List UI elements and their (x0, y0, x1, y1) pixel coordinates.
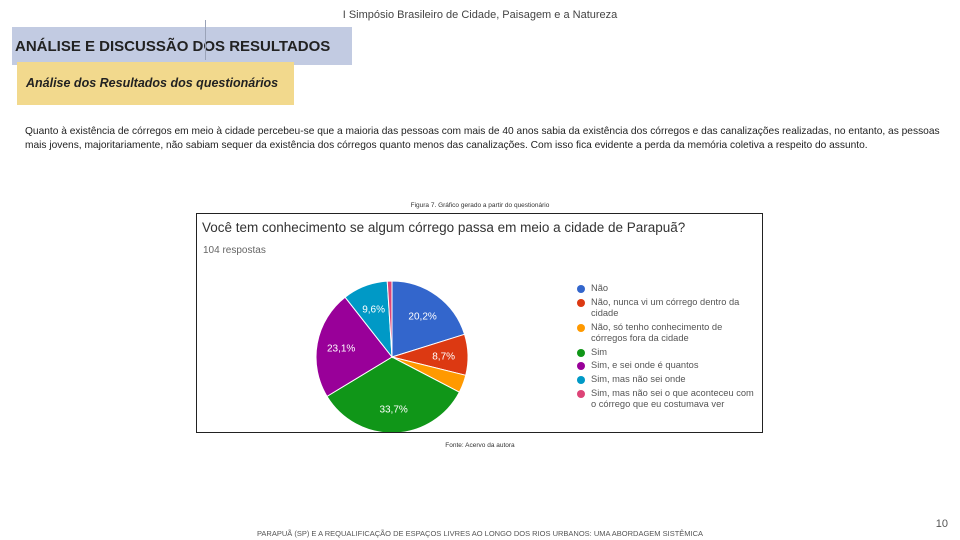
pie-slice (326, 356, 461, 432)
pie-slice (391, 280, 466, 358)
legend-label: Não (591, 283, 609, 293)
event-title: I Simpósio Brasileiro de Cidade, Paisage… (342, 9, 618, 21)
chart-response-count: 104 respostas (203, 245, 266, 256)
title-divider (205, 20, 206, 60)
legend-item: Sim, mas não sei o que aconteceu com o c… (575, 388, 760, 410)
section-subtitle: Análise dos Resultados dos questionários (17, 62, 294, 105)
legend-marker (577, 389, 585, 398)
chart-frame: Você tem conhecimento se algum córrego p… (196, 213, 763, 433)
figure-caption: Figura 7. Gráfico gerado a partir do que… (410, 202, 550, 209)
legend-label: Sim (591, 346, 608, 357)
page-number: 10 (935, 518, 948, 530)
legend-label: Sim, e sei onde é quantos (591, 360, 699, 371)
legend-marker (577, 323, 585, 332)
pie-chart: 20,2% 8,7% 33,7% 23,1% 9,6% (315, 280, 469, 432)
legend-item: Não, só tenho conhecimento de córregos f… (575, 322, 760, 344)
pie-slice (315, 296, 393, 398)
legend-item: Não (575, 283, 760, 294)
legend-marker (577, 285, 585, 293)
legend-item: Sim, e sei onde é quantos (575, 360, 760, 371)
legend-item: Sim (575, 347, 760, 358)
legend-label: Não, nunca vi um córrego dentro da cidad… (591, 296, 740, 318)
legend-marker (577, 375, 585, 384)
pie-slice-label: 9,6% (362, 305, 385, 316)
body-paragraph: Quanto à existência de córregos em meio … (25, 126, 940, 151)
legend-label: Sim, mas não sei onde (591, 373, 686, 384)
pie-slice (386, 280, 393, 358)
pie-slice-label: 8,7% (432, 351, 455, 362)
chart-title: Você tem conhecimento se algum córrego p… (202, 220, 686, 235)
legend-marker (577, 348, 585, 357)
legend-label: Não, só tenho conhecimento de córregos f… (591, 321, 723, 343)
legend-item: Sim, mas não sei onde (575, 374, 760, 385)
section-title: ANÁLISE E DISCUSSÃO DOS RESULTADOS (12, 27, 352, 65)
footer-text: PARAPUÃ (SP) E A REQUALIFICAÇÃO DE ESPAÇ… (256, 529, 704, 538)
legend-label: Sim, mas não sei o que aconteceu com o c… (591, 387, 754, 409)
pie-slice-label: 23,1% (327, 344, 355, 355)
legend-marker (577, 298, 585, 307)
figure-source: Fonte: Acervo da autora (445, 442, 515, 449)
legend-item: Não, nunca vi um córrego dentro da cidad… (575, 297, 760, 319)
pie-slice-label: 20,2% (408, 311, 436, 322)
chart-legend: Não Não, nunca vi um córrego dentro da ci… (575, 283, 760, 413)
pie-slice-label: 33,7% (379, 405, 407, 416)
legend-marker (577, 362, 585, 371)
